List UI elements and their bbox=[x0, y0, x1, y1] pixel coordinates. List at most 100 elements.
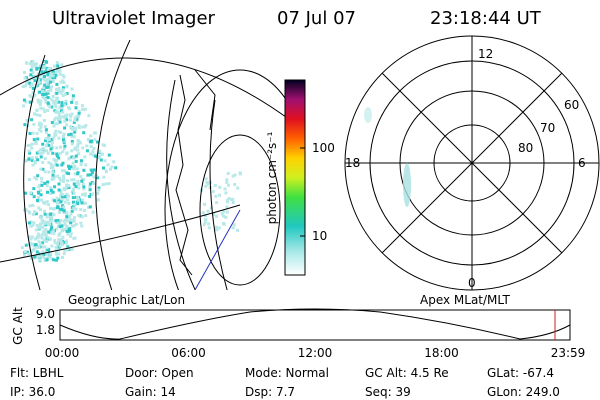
speckle bbox=[36, 98, 40, 102]
speckle bbox=[207, 226, 211, 230]
speckle bbox=[72, 178, 76, 182]
speckle bbox=[58, 244, 62, 248]
speckle bbox=[34, 212, 38, 216]
speckle bbox=[70, 178, 74, 182]
speckle bbox=[71, 94, 75, 98]
speckle bbox=[62, 174, 65, 178]
speckle bbox=[55, 201, 59, 205]
speckle bbox=[226, 183, 230, 187]
speckle bbox=[57, 182, 61, 186]
speckle bbox=[224, 191, 228, 195]
speckle bbox=[56, 69, 59, 73]
speckle bbox=[29, 237, 33, 241]
speckle bbox=[54, 73, 58, 77]
speckle bbox=[82, 185, 86, 189]
speckle bbox=[45, 184, 49, 188]
speckle bbox=[87, 205, 90, 209]
speckle bbox=[44, 144, 48, 148]
speckle bbox=[43, 170, 47, 174]
time-tick: 18:00 bbox=[424, 346, 459, 360]
auroral-emission bbox=[20, 60, 242, 263]
speckle bbox=[104, 182, 108, 186]
speckle bbox=[76, 202, 80, 206]
speckle bbox=[58, 90, 62, 94]
speckle bbox=[77, 111, 81, 115]
speckle bbox=[43, 75, 46, 78]
speckle bbox=[47, 78, 51, 82]
speckle bbox=[74, 222, 78, 226]
speckle bbox=[100, 152, 104, 156]
speckle bbox=[206, 182, 210, 186]
speckle bbox=[38, 208, 42, 212]
speckle bbox=[39, 101, 43, 105]
date: 07 Jul 07 bbox=[277, 8, 356, 29]
speckle bbox=[45, 78, 49, 82]
speckle bbox=[55, 146, 59, 150]
speckle bbox=[70, 142, 74, 146]
speckle bbox=[24, 208, 28, 212]
speckle bbox=[209, 206, 213, 210]
speckle bbox=[79, 175, 83, 179]
speckle bbox=[50, 217, 54, 221]
speckle bbox=[80, 201, 84, 205]
speckle bbox=[57, 252, 61, 256]
speckle bbox=[81, 146, 85, 150]
speckle bbox=[56, 64, 60, 68]
speckle bbox=[96, 191, 100, 195]
speckle bbox=[110, 165, 114, 169]
speckle bbox=[50, 141, 54, 145]
speckle bbox=[28, 143, 32, 147]
speckle bbox=[57, 188, 61, 192]
speckle bbox=[50, 98, 54, 102]
speckle bbox=[55, 100, 59, 103]
speckle bbox=[63, 195, 67, 199]
speckle bbox=[35, 235, 39, 239]
speckle bbox=[70, 209, 74, 213]
speckle bbox=[40, 176, 43, 180]
speckle bbox=[39, 122, 43, 126]
speckle bbox=[53, 241, 57, 245]
speckle bbox=[77, 152, 81, 156]
speckle bbox=[36, 232, 40, 236]
speckle bbox=[202, 223, 206, 227]
speckle bbox=[88, 184, 92, 188]
speckle bbox=[63, 144, 67, 148]
speckle bbox=[67, 186, 71, 189]
speckle bbox=[75, 167, 79, 171]
speckle bbox=[51, 173, 55, 177]
speckle bbox=[51, 229, 55, 233]
speckle bbox=[63, 222, 67, 226]
speckle bbox=[73, 130, 77, 134]
speckle bbox=[40, 183, 44, 187]
speckle bbox=[54, 129, 58, 133]
speckle bbox=[61, 110, 65, 114]
speckle bbox=[58, 225, 62, 229]
speckle bbox=[49, 237, 52, 241]
speckle bbox=[38, 65, 42, 69]
speckle bbox=[54, 70, 57, 74]
speckle bbox=[35, 228, 39, 232]
speckle bbox=[34, 243, 37, 247]
speckle bbox=[59, 131, 63, 134]
speckle bbox=[82, 178, 86, 181]
speckle bbox=[70, 127, 74, 131]
time-tick: 06:00 bbox=[171, 346, 206, 360]
speckle bbox=[76, 179, 80, 183]
speckle bbox=[54, 227, 58, 231]
speckle bbox=[55, 163, 59, 167]
speckle bbox=[68, 107, 72, 111]
speckle bbox=[60, 63, 64, 67]
speckle bbox=[30, 83, 34, 87]
speckle bbox=[77, 186, 81, 190]
speckle bbox=[76, 196, 80, 200]
speckle bbox=[39, 148, 43, 152]
speckle bbox=[92, 147, 96, 150]
speckle bbox=[28, 204, 32, 208]
speckle bbox=[36, 158, 40, 162]
speckle bbox=[49, 166, 53, 170]
speckle bbox=[58, 207, 62, 211]
speckle bbox=[59, 189, 63, 193]
speckle bbox=[69, 218, 73, 222]
speckle bbox=[31, 242, 34, 246]
